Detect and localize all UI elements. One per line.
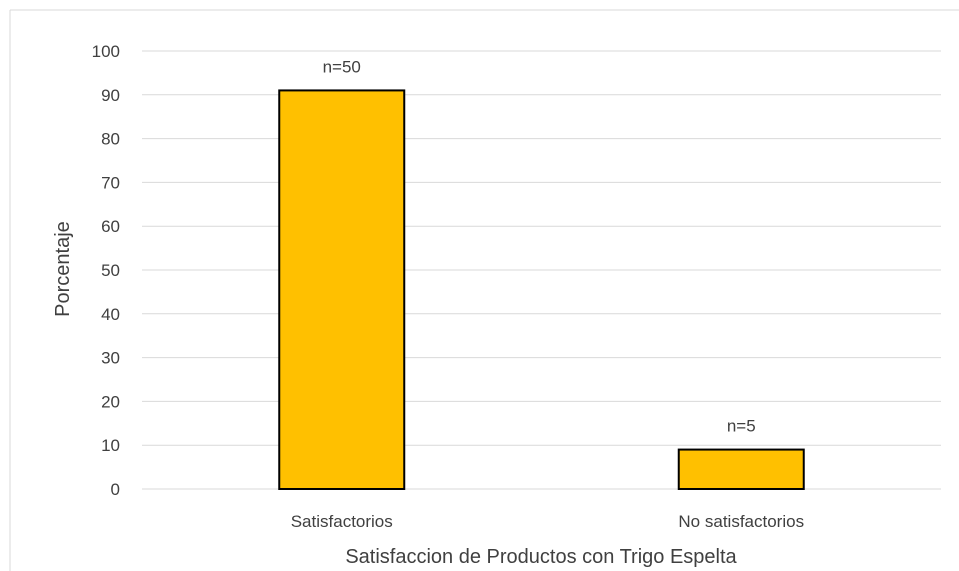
y-tick-label-70: 70 [101, 173, 120, 192]
bar-no-satisfactorios [677, 448, 805, 490]
x-axis-category-labels: Satisfactorios No satisfactorios [291, 512, 804, 531]
bar-satisfactorios [278, 89, 406, 490]
y-axis-ticks: 0 10 20 30 40 50 60 70 80 90 100 [92, 42, 120, 499]
y-tick-label-80: 80 [101, 130, 120, 149]
data-label-satisfactorios: n=50 [323, 57, 361, 76]
y-tick-label-60: 60 [101, 217, 120, 236]
bars [278, 89, 805, 490]
y-tick-label-30: 30 [101, 349, 120, 368]
y-axis-title: Porcentaje [52, 221, 74, 317]
x-category-label-satisfactorios: Satisfactorios [291, 512, 393, 531]
y-tick-label-20: 20 [101, 392, 120, 411]
gridlines [142, 50, 941, 490]
y-tick-label-100: 100 [92, 42, 120, 61]
y-tick-label-0: 0 [111, 480, 120, 499]
data-labels: n=50 n=5 [323, 57, 756, 435]
y-tick-label-50: 50 [101, 261, 120, 280]
x-category-label-no-satisfactorios: No satisfactorios [678, 512, 804, 531]
data-label-no-satisfactorios: n=5 [727, 417, 756, 436]
x-axis-title: Satisfaccion de Productos con Trigo Espe… [345, 546, 737, 568]
y-tick-label-10: 10 [101, 436, 120, 455]
y-tick-label-40: 40 [101, 305, 120, 324]
y-tick-label-90: 90 [101, 86, 120, 105]
